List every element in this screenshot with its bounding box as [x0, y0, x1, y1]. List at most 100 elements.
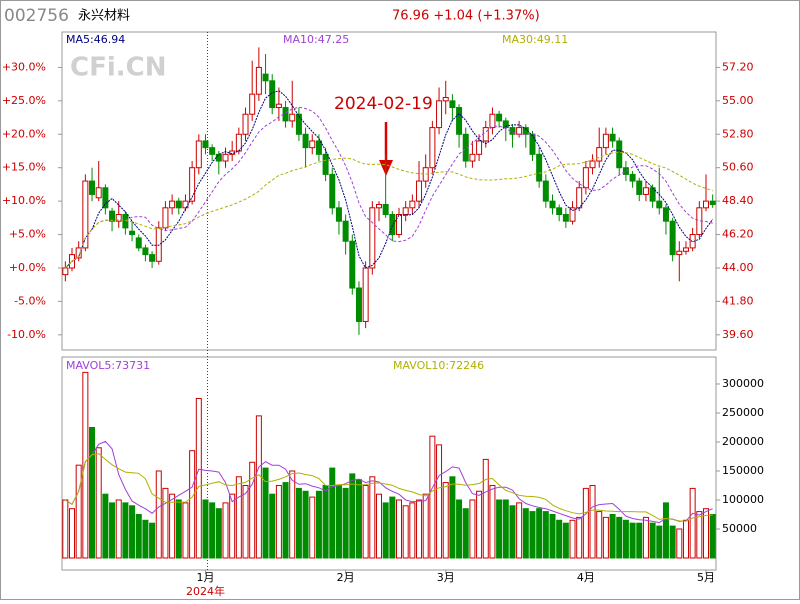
volume-bar — [342, 487, 349, 559]
volume-bar — [82, 371, 89, 559]
volume-bar — [696, 511, 703, 559]
volume-bar — [396, 499, 403, 559]
candle-body — [102, 187, 109, 209]
year-label: 2024年 — [186, 584, 225, 598]
candle-body — [702, 200, 709, 209]
candle-body — [569, 207, 576, 222]
candle-body — [222, 153, 229, 162]
candle-body — [242, 113, 249, 135]
volume-tick-label: 200000 — [722, 435, 764, 448]
volume-bar — [222, 502, 229, 559]
volume-bar — [182, 502, 189, 559]
candle-body — [496, 113, 503, 122]
candle-body — [549, 200, 556, 209]
volume-bar — [175, 499, 182, 559]
candle-body — [542, 180, 549, 202]
candle-body — [596, 147, 603, 162]
y-tick-label: +0.0% — [9, 261, 46, 274]
y2-tick-label: 39.60 — [722, 328, 754, 341]
volume-bar — [509, 505, 516, 559]
candle-body — [709, 200, 716, 205]
candle-body — [502, 120, 509, 129]
volume-bar — [255, 415, 262, 559]
volume-bar — [135, 513, 142, 559]
volume-bar — [269, 493, 276, 559]
candle-body — [489, 113, 496, 129]
volume-tick-label: 250000 — [722, 406, 764, 419]
candle-body — [262, 73, 269, 82]
volume-bar — [335, 484, 342, 559]
y2-tick-label: 50.60 — [722, 161, 754, 174]
candle-body — [315, 140, 322, 155]
candle-body — [676, 250, 683, 256]
volume-bar — [476, 490, 483, 559]
volume-bar — [315, 490, 322, 559]
volume-bar — [442, 482, 449, 559]
volume-bar — [569, 519, 576, 559]
candle-body — [82, 180, 89, 249]
ma-line — [64, 90, 714, 269]
candle-body — [382, 203, 389, 215]
volume-bar — [389, 496, 396, 559]
volume-bar — [529, 511, 536, 559]
y-tick-label: +30.0% — [2, 60, 46, 73]
candle-body — [436, 100, 443, 129]
candle-body — [642, 187, 649, 195]
candle-body — [175, 200, 182, 209]
candle-body — [416, 180, 423, 202]
volume-bar — [616, 516, 623, 559]
volume-tick-label: 150000 — [722, 464, 764, 477]
ma-line — [64, 151, 713, 269]
candle-body — [389, 213, 396, 236]
volume-bar — [109, 502, 116, 559]
y-tick-label: +20.0% — [2, 127, 46, 140]
volume-bar — [95, 447, 102, 559]
volume-bar — [702, 508, 709, 559]
candle-body — [162, 207, 169, 229]
volume-bar — [636, 522, 643, 559]
y-tick-label: +15.0% — [2, 161, 46, 174]
candle-body — [576, 187, 583, 209]
ma-legend: MA5:46.94 — [66, 33, 125, 46]
volume-bar — [102, 493, 109, 559]
candle-body — [309, 140, 316, 149]
annotation: 2024-02-19 — [334, 94, 433, 114]
candle-body — [396, 213, 403, 236]
volume-bar — [502, 499, 509, 559]
volume-bar — [429, 435, 436, 559]
volume-bar — [609, 513, 616, 559]
candle-body — [662, 207, 669, 222]
candle-body — [622, 167, 629, 175]
volume-tick-label: 50000 — [722, 522, 757, 535]
volume-bar — [69, 508, 76, 559]
candle-body — [462, 133, 469, 162]
y-tick-label: +25.0% — [2, 94, 46, 107]
candle-body — [289, 113, 296, 122]
volume-bar — [689, 487, 696, 559]
volume-bar — [215, 508, 222, 559]
candle-body — [155, 227, 162, 262]
volume-bar — [409, 502, 416, 559]
volume-bar — [676, 528, 683, 559]
volume-bar — [656, 525, 663, 559]
ma-legend: MA30:49.11 — [502, 33, 568, 46]
volume-bar — [596, 511, 603, 559]
y-tick-label: -5.0% — [14, 294, 46, 307]
volume-bar — [309, 496, 316, 559]
y-tick-label: +10.0% — [2, 194, 46, 207]
y2-tick-label: 55.00 — [722, 94, 754, 107]
volume-bar — [162, 487, 169, 559]
volume-bar — [242, 484, 249, 559]
volume-bar — [516, 502, 523, 559]
candle-body — [682, 247, 689, 252]
y2-tick-label: 57.20 — [722, 60, 754, 73]
candle-body — [342, 220, 349, 242]
y2-tick-label: 52.80 — [722, 127, 754, 140]
candle-body — [335, 207, 342, 222]
volume-bar — [602, 516, 609, 559]
candle-body — [616, 140, 623, 169]
candle-body — [302, 133, 309, 149]
candle-body — [142, 247, 149, 256]
volume-bar — [582, 487, 589, 559]
volume-bar — [489, 484, 496, 559]
